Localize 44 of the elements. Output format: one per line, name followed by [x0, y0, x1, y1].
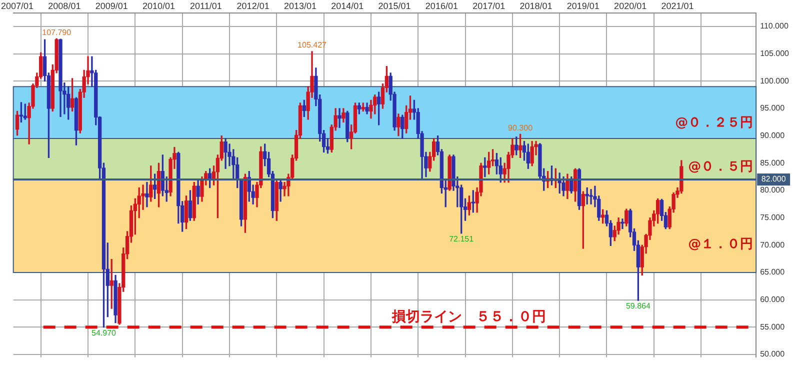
- ref-line-label: 損切ライン ５５．０円: [391, 308, 546, 325]
- candlestick: [483, 157, 487, 178]
- x-tick-label: 2015/01: [378, 0, 411, 11]
- annotation: 72.151: [449, 234, 474, 244]
- x-tick-label: 2009/01: [95, 0, 128, 11]
- candlestick: [620, 218, 624, 230]
- x-tick-label: 2016/01: [425, 0, 458, 11]
- y-tick-label: 100.000: [760, 76, 790, 86]
- band-label: @１．０円: [688, 236, 754, 252]
- y-tick-label: 105.000: [760, 49, 790, 58]
- x-tick-label: 2007/01: [1, 0, 34, 11]
- y-tick-label: 85.000: [760, 158, 786, 168]
- candlestick: [589, 189, 593, 204]
- y-tick-label: 80.000: [760, 186, 786, 195]
- x-tick-label: 2008/01: [48, 0, 81, 11]
- x-tick-label: 2014/01: [331, 0, 364, 11]
- annotation: 107.790: [42, 28, 72, 37]
- candlestick: [338, 108, 342, 128]
- x-tick-label: 2012/01: [236, 0, 270, 11]
- annotation: 54.970: [92, 328, 117, 338]
- x-tick-label: 2020/01: [614, 0, 647, 11]
- y-tick-label: 95.000: [760, 104, 786, 113]
- x-tick-label: 2018/01: [520, 0, 552, 11]
- x-tick-label: 2017/01: [472, 0, 506, 11]
- y-tick-label: 55.000: [760, 322, 786, 332]
- y-tick-label: 75.000: [760, 213, 786, 222]
- x-tick-label: 2010/01: [142, 0, 176, 11]
- x-tick-label: 2021/01: [661, 0, 694, 11]
- x-tick-label: 2019/01: [566, 0, 600, 11]
- y-tick-label: 90.000: [760, 131, 786, 140]
- x-tick-label: 2013/01: [284, 0, 316, 11]
- annotation: 105.427: [298, 40, 328, 50]
- band-label: @０．２５円: [675, 115, 754, 130]
- y-tick-label: 50.000: [760, 350, 786, 359]
- candlestick: [145, 182, 149, 208]
- ref-line-label: 82.000: [761, 174, 786, 184]
- x-tick-label: 2011/01: [190, 0, 222, 11]
- y-tick-label: 70.000: [760, 240, 786, 250]
- band-label: @０．５円: [688, 160, 754, 175]
- y-tick-label: 110.000: [760, 22, 789, 31]
- y-tick-label: 65.000: [760, 268, 786, 277]
- annotation: 90.300: [508, 123, 534, 132]
- annotation: 59.864: [626, 302, 651, 311]
- y-tick-label: 60.000: [760, 295, 786, 304]
